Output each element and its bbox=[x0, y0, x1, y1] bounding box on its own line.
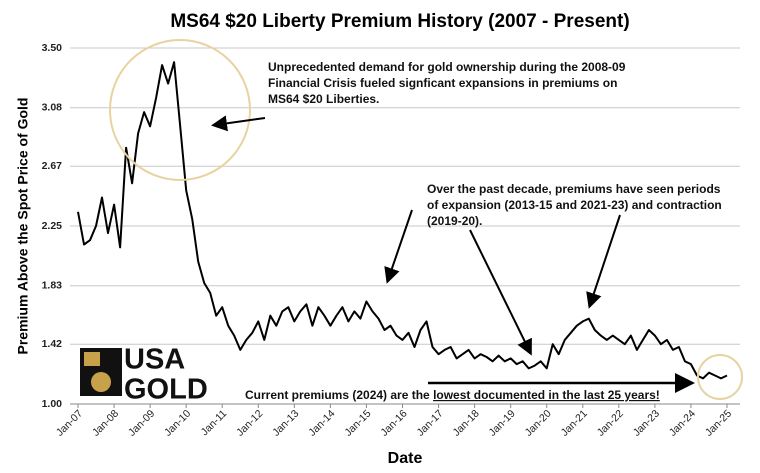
footnote-text: Current premiums (2024) are the bbox=[245, 388, 433, 402]
y-tick-label: 1.00 bbox=[42, 398, 63, 410]
highlight-circle bbox=[109, 39, 251, 181]
annotation: Financial Crisis fueled signficant expan… bbox=[268, 76, 617, 90]
logo-emblem bbox=[91, 372, 111, 392]
y-tick-label: 3.50 bbox=[42, 42, 63, 54]
annotation: of expansion (2013-15 and 2021-23) and c… bbox=[427, 198, 722, 212]
logo-text: GOLD bbox=[124, 374, 208, 406]
arrow bbox=[469, 229, 532, 356]
annotation: (2019-20). bbox=[427, 214, 482, 228]
footnote-emphasis: lowest documented in the last 25 years! bbox=[433, 388, 660, 402]
footnote: Current premiums (2024) are the lowest d… bbox=[245, 388, 660, 402]
y-tick-label: 2.25 bbox=[42, 220, 63, 232]
y-tick-label: 1.42 bbox=[42, 338, 63, 350]
annotation: MS64 $20 Liberties. bbox=[268, 92, 379, 106]
highlight-circle bbox=[697, 354, 743, 400]
chart-title: MS64 $20 Liberty Premium History (2007 -… bbox=[170, 11, 629, 32]
logo-text: USA bbox=[124, 344, 185, 376]
arrow bbox=[384, 209, 413, 284]
data-line bbox=[77, 61, 728, 380]
logo-emblem bbox=[84, 352, 100, 366]
arrow bbox=[586, 214, 621, 309]
arrow bbox=[211, 115, 266, 132]
y-tick-label: 2.67 bbox=[42, 160, 63, 172]
annotation: Over the past decade, premiums have seen… bbox=[427, 182, 721, 196]
y-tick-label: 1.83 bbox=[42, 280, 63, 292]
logo: USA GOLD bbox=[80, 344, 208, 406]
y-axis-label: Premium Above the Spot Price of Gold bbox=[15, 98, 31, 355]
annotation: Unprecedented demand for gold ownership … bbox=[268, 60, 626, 74]
x-axis-label: Date bbox=[388, 450, 423, 467]
y-tick-label: 3.08 bbox=[42, 102, 63, 114]
